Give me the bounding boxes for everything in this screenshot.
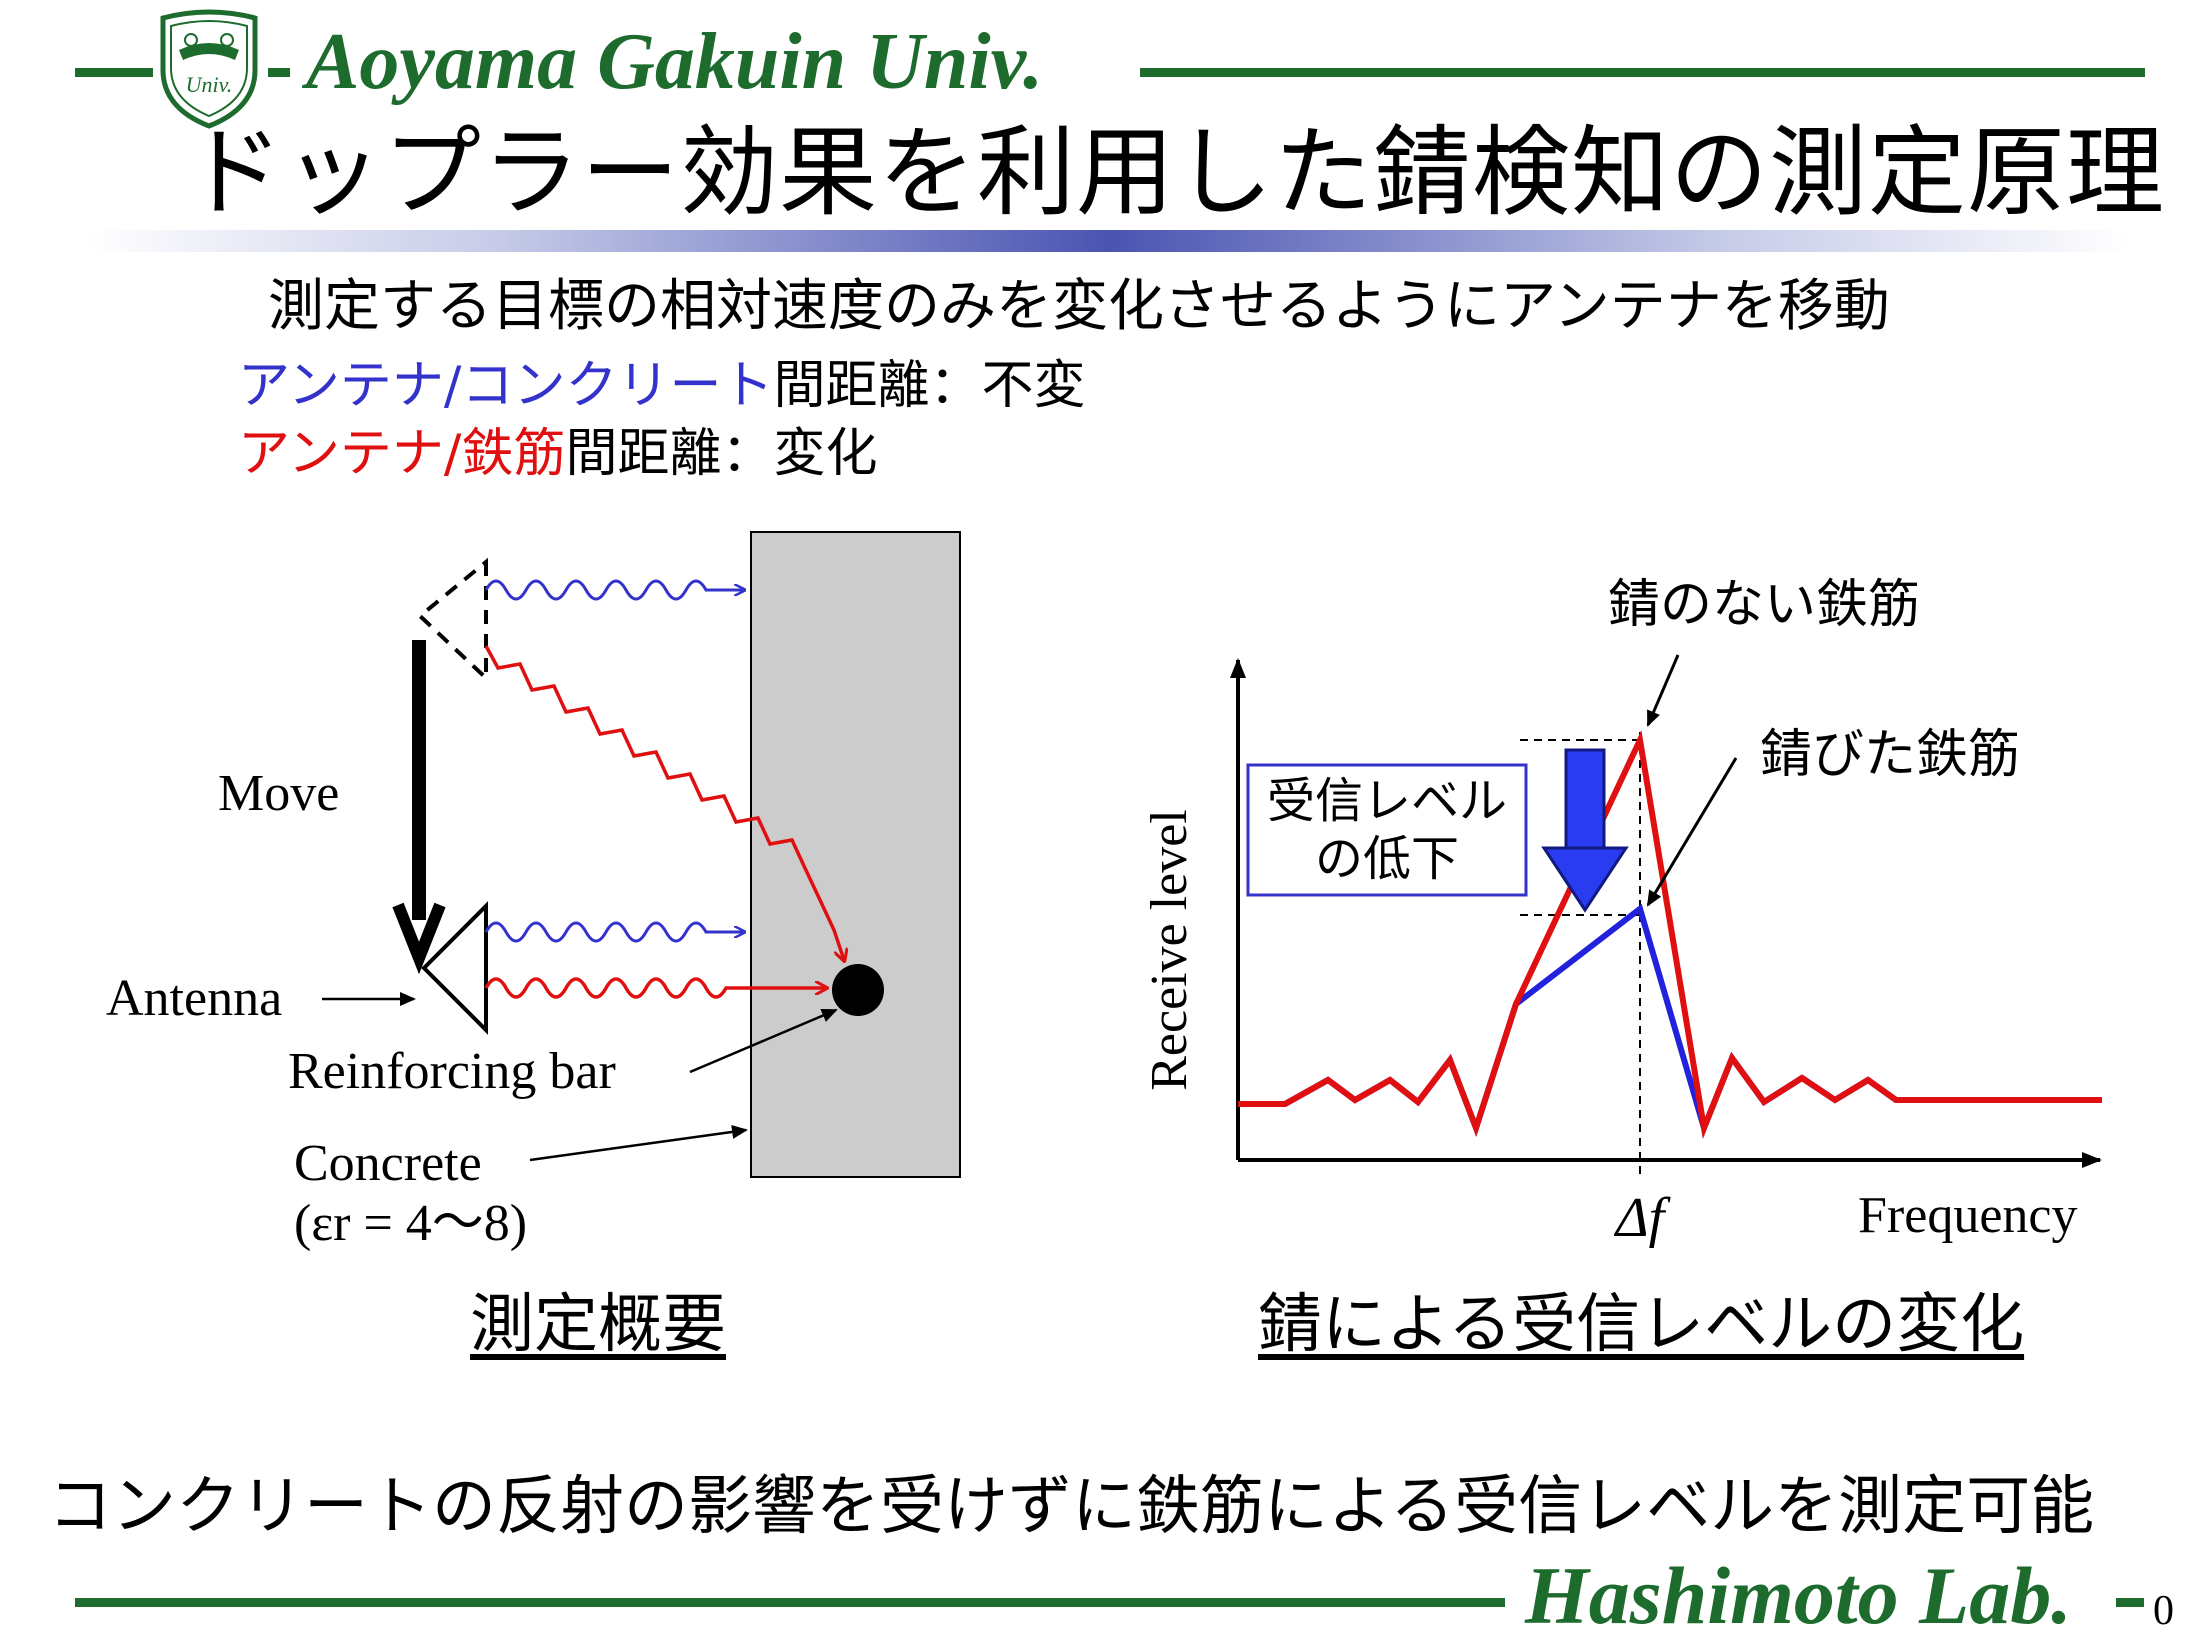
header-line-dash xyxy=(268,68,290,77)
move-label: Move xyxy=(218,765,339,822)
subtitle: 測定する目標の相対速度のみを変化させるようにアンテナを移動 xyxy=(268,274,1890,339)
footer-line-left xyxy=(75,1598,1505,1607)
rusted-label: 錆びた鉄筋 xyxy=(1760,725,2020,785)
distance-1-rest: 間距離：不変 xyxy=(773,356,1086,416)
distance-line-2: アンテナ/鉄筋間距離：変化 xyxy=(238,424,878,484)
logo-text: Univ. xyxy=(186,72,233,97)
measurement-diagram: Move Antenna Reinforcing bar Concrete (ε… xyxy=(106,531,961,1252)
page-number: 0 xyxy=(2153,1588,2174,1634)
university-name: Aoyama Gakuin Univ. xyxy=(306,18,1044,106)
y-axis-label: Receive level xyxy=(1141,809,1198,1091)
rusted-pointer xyxy=(1646,757,1738,907)
lab-name: Hashimoto Lab. xyxy=(1525,1550,2072,1641)
header-line-right xyxy=(1140,68,2145,77)
left-caption: 測定概要 xyxy=(470,1288,726,1362)
permittivity-label: (εr = 4〜8) xyxy=(294,1195,527,1252)
distance-2-rest: 間距離：変化 xyxy=(565,424,878,484)
x-axis-label: Frequency xyxy=(1858,1187,2077,1244)
no-rust-pointer xyxy=(1646,654,1680,727)
receive-level-chart: 受信レベル の低下 錆のない鉄筋 錆びた鉄筋 Receive level Fre… xyxy=(1141,575,2102,1249)
level-drop-box xyxy=(1246,763,1528,897)
wave-top-blue xyxy=(484,579,744,601)
header-line-left xyxy=(75,68,153,77)
delta-f-label: Δf xyxy=(1614,1187,1672,1249)
footer-line-dash xyxy=(2116,1598,2144,1607)
reinforcing-bar xyxy=(832,964,884,1016)
rebar-label: Reinforcing bar xyxy=(288,1043,616,1100)
page-title: ドップラー効果を利用した錆検知の測定原理 xyxy=(185,116,2166,230)
university-logo: Univ. xyxy=(160,9,258,129)
wave-bottom-blue xyxy=(484,921,744,943)
concrete-pointer xyxy=(529,1124,748,1162)
level-drop-line2: の低下 xyxy=(1315,831,1459,887)
distance-line-1: アンテナ/コンクリート間距離：不変 xyxy=(238,356,1086,416)
concrete-label: Concrete xyxy=(294,1135,482,1192)
wave-bottom-red xyxy=(484,977,826,999)
concrete-block xyxy=(750,531,961,1178)
conclusion: コンクリートの反射の影響を受けずに鉄筋による受信レベルを測定可能 xyxy=(48,1470,2095,1544)
distance-2-colored: アンテナ/鉄筋 xyxy=(238,424,566,484)
antenna-label: Antenna xyxy=(106,970,282,1027)
level-drop-arrow-head xyxy=(1541,846,1629,913)
no-rust-label: 錆のない鉄筋 xyxy=(1608,575,1920,635)
level-drop-arrow-shaft xyxy=(1564,748,1606,850)
wave-diagonal-red xyxy=(484,645,844,960)
antenna-dashed xyxy=(416,557,488,683)
antenna xyxy=(421,901,488,1035)
right-caption: 錆による受信レベルの変化 xyxy=(1258,1288,2025,1362)
level-drop-line1: 受信レベル xyxy=(1267,773,1507,829)
distance-1-colored: アンテナ/コンクリート xyxy=(238,356,774,416)
rebar-pointer xyxy=(689,1008,838,1074)
title-gradient-bar xyxy=(90,230,2130,252)
